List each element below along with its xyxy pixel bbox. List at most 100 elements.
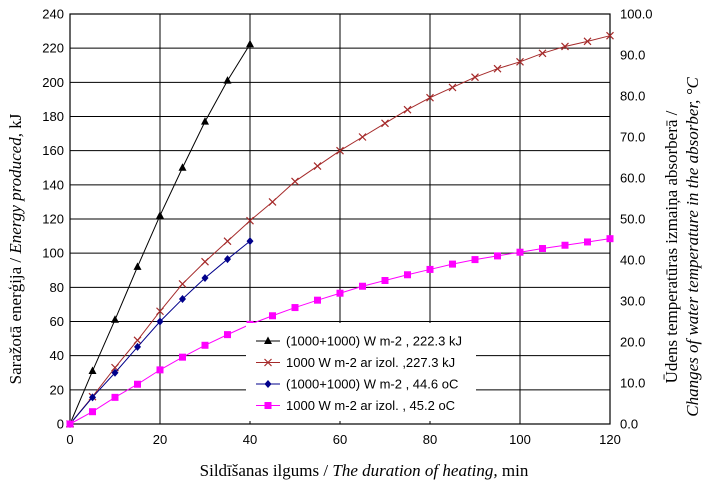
data-point-diamond [264,380,272,388]
data-point-diamond [89,393,96,402]
data-point-triangle [111,315,119,323]
data-point-square [494,252,501,260]
y-left-tick-label: 200 [42,75,64,90]
y-right-tick-label: 80.0 [620,89,645,104]
data-point-triangle [133,262,142,270]
series-layer [66,31,614,428]
data-point-diamond [179,294,186,303]
x-tick-label: 100 [509,432,531,447]
data-point-x [264,358,272,367]
data-point-diamond [246,237,254,246]
data-point-x [268,197,277,206]
y-left-tick-label: 0 [57,417,64,432]
y-left-tick-label: 60 [50,314,64,329]
data-point-square [89,408,96,416]
data-point-square [179,353,186,361]
data-point-square [539,245,546,253]
data-point-x [381,119,389,128]
data-point-square [561,241,569,249]
legend-entry-2: 1000 W m-2 ar izol. ,227.3 kJ [256,355,455,370]
data-point-x [516,57,524,66]
y-right-tick-label: 70.0 [620,130,645,145]
data-point-diamond [111,368,119,377]
plot-border [69,13,611,425]
x-tick-label: 40 [243,432,257,447]
data-point-x [426,93,434,102]
data-point-square [291,304,299,312]
data-point-triangle [223,76,232,84]
data-point-x [133,336,142,345]
data-point-diamond [224,255,231,264]
data-point-square [336,289,344,297]
x-tick-label: 120 [599,432,621,447]
data-point-x [538,49,547,58]
y-right-tick-label: 40.0 [620,253,645,268]
data-point-x [448,83,457,92]
data-point-square [111,393,119,401]
data-point-square [269,312,276,320]
y-right-tick-label: 0.0 [620,417,638,432]
series-4 [66,235,614,428]
data-point-square [471,256,479,264]
y-left-tick-label: 240 [42,7,64,22]
data-point-x [201,257,209,266]
data-point-x [223,237,232,246]
legend-label: (1000+1000) W m-2 , 44.6 oC [286,377,458,392]
data-point-square [584,238,591,246]
data-point-x [178,279,187,288]
legend-label: 1000 W m-2 ar izol. , 45.2 oC [286,398,455,413]
legend-label: (1000+1000) W m-2 , 222.3 kJ [286,334,462,349]
y-right-tick-label: 60.0 [620,171,645,186]
data-point-square [264,402,272,409]
y-right-tick-label: 10.0 [620,376,645,391]
data-point-square [449,260,456,268]
y-left-axis-title: Saražotā enerģija / Energy produced, kJ [6,113,25,384]
data-point-diamond [201,274,209,283]
y-right-tick-label: 20.0 [620,335,645,350]
axes [69,13,611,425]
data-point-x [358,133,367,141]
series-2 [66,31,614,428]
data-point-diamond [156,317,164,326]
data-point-triangle [246,39,254,48]
y-left-tick-label: 180 [42,109,64,124]
data-point-square [66,420,74,428]
y-left-tick-label: 120 [42,212,64,227]
y-left-tick-label: 80 [50,280,64,295]
y-left-tick-label: 40 [50,348,64,363]
data-point-x [313,162,322,170]
data-point-diamond [134,342,141,351]
data-point-triangle [156,211,164,219]
legend-box [246,323,476,421]
data-point-square [314,296,321,304]
data-point-x [606,31,614,40]
data-point-x [291,177,299,186]
legend-entry-4: 1000 W m-2 ar izol. , 45.2 oC [256,398,455,413]
data-point-triangle [178,163,187,171]
data-point-square [606,235,614,243]
y-right-axis-title-en: Changes of water temperature in the abso… [683,77,702,417]
data-point-square [224,331,231,339]
data-point-triangle [88,366,97,375]
y-right-tick-label: 100.0 [620,7,653,22]
legend-entry-3: (1000+1000) W m-2 , 44.6 oC [256,377,458,392]
data-point-x [561,42,569,51]
x-tick-label: 60 [333,432,347,447]
x-tick-label: 80 [423,432,437,447]
y-left-tick-label: 220 [42,41,64,56]
y-left-tick-label: 100 [42,246,64,261]
legend: (1000+1000) W m-2 , 222.3 kJ 1000 W m-2 a… [246,323,476,421]
y-right-tick-label: 50.0 [620,212,645,227]
data-point-x [246,216,254,225]
data-point-triangle [201,117,209,125]
x-tick-label: 0 [66,432,73,447]
x-axis-title: Sildīšanas ilgums / The duration of heat… [200,461,529,480]
data-point-x [336,146,344,155]
data-point-square [404,271,411,279]
y-left-tick-label: 20 [50,382,64,397]
y-left-tick-label: 160 [42,143,64,158]
data-point-square [381,277,389,284]
data-point-square [156,366,164,374]
data-point-x [583,37,592,46]
legend-label: 1000 W m-2 ar izol. ,227.3 kJ [286,355,455,370]
